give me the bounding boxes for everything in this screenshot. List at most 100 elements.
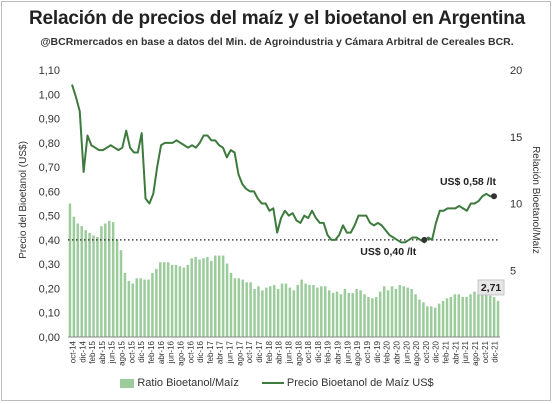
- bar: [320, 286, 323, 337]
- bar: [457, 294, 461, 337]
- bar: [465, 296, 468, 337]
- bar: [115, 239, 119, 337]
- bar: [327, 290, 331, 337]
- chart-subtitle: @BCRmercados en base a datos del Min. de…: [40, 36, 514, 48]
- bar: [473, 291, 476, 337]
- bar: [202, 258, 205, 337]
- bar: [206, 256, 209, 337]
- x-tick-label: feb-18: [265, 340, 274, 363]
- x-tick-label: jun-18: [284, 340, 293, 364]
- x-tick-label: ago-19: [353, 340, 362, 365]
- x-tick-label: feb-17: [206, 340, 215, 363]
- bar: [166, 262, 170, 337]
- bar: [461, 296, 464, 337]
- bar: [414, 294, 417, 337]
- bar: [335, 291, 339, 337]
- left-axis: 0,00 0,10 0,20 0,30 0,40 0,50 0,60 0,70 0,80 0,90…: [39, 65, 60, 344]
- x-tick-label: dic-15: [137, 340, 146, 362]
- x-tick-label: jun-15: [108, 340, 117, 364]
- bar: [276, 288, 280, 337]
- bar: [241, 279, 245, 337]
- x-tick-label: dic-14: [78, 340, 87, 362]
- bar: [481, 294, 484, 337]
- bar: [402, 286, 406, 337]
- x-tick-label: dic-16: [196, 340, 205, 362]
- bar: [312, 284, 315, 337]
- x-tick-label: ago-17: [235, 340, 244, 365]
- bar: [261, 290, 264, 337]
- x-tick-label: oct-17: [245, 340, 254, 363]
- annotation-ratio-box: [477, 279, 505, 296]
- last-point-marker: [491, 193, 497, 200]
- bar: [469, 294, 472, 337]
- bar: [100, 226, 103, 337]
- annotation-last-price: US$ 0,58 /lt: [440, 176, 497, 188]
- x-tick-label: abr-18: [275, 340, 284, 364]
- bar: [88, 232, 91, 337]
- y-tick-left: 0,00: [39, 332, 60, 344]
- annotation-min-price: US$ 0,40 /lt: [360, 246, 417, 258]
- y-tick-right: 10: [510, 199, 522, 211]
- bar: [485, 292, 488, 337]
- x-tick-label: dic-20: [432, 340, 441, 362]
- bar: [331, 292, 335, 337]
- bar: [155, 268, 158, 337]
- chart-title: Relación de precios del maíz y el bioeta…: [29, 8, 525, 29]
- bar: [194, 256, 197, 337]
- bar: [433, 307, 437, 337]
- x-tick-label: abr-21: [451, 340, 460, 364]
- x-tick-label: oct-19: [363, 340, 372, 363]
- bar: [72, 216, 76, 337]
- bar: [343, 288, 347, 337]
- bar: [351, 292, 354, 337]
- bar: [355, 288, 358, 337]
- x-tick-label: jun-21: [461, 340, 470, 364]
- series-line-price: [71, 84, 494, 244]
- legend-item-price: Precio Bioetanol de Maíz US$: [261, 377, 434, 389]
- x-tick-label: oct-21: [481, 340, 490, 363]
- x-tick-label: ago-16: [176, 340, 185, 365]
- bar: [198, 259, 201, 337]
- bar: [159, 262, 162, 337]
- min-point-marker: [421, 236, 428, 243]
- y-tick-left: 0,70: [39, 162, 60, 174]
- bar: [151, 272, 154, 337]
- bar: [139, 278, 142, 337]
- bar: [339, 294, 343, 337]
- y-tick-left: 0,40: [39, 235, 60, 247]
- bar: [229, 272, 233, 337]
- x-tick-label: oct-15: [127, 340, 136, 363]
- bar: [422, 302, 425, 337]
- x-tick-label: dic-17: [255, 340, 264, 362]
- bar: [386, 290, 390, 337]
- bar: [131, 283, 135, 337]
- bar: [300, 279, 303, 337]
- x-tick-label: abr-15: [98, 340, 107, 364]
- bar: [410, 288, 413, 337]
- bar: [135, 278, 138, 337]
- bar: [92, 235, 95, 337]
- x-tick-label: abr-16: [157, 340, 166, 364]
- bar: [237, 278, 241, 337]
- bar: [323, 286, 327, 337]
- x-tick-label: jun-20: [402, 340, 411, 364]
- y-tick-right: 5: [510, 265, 516, 277]
- bar: [80, 226, 83, 337]
- y-axis-label-right: Relación Bioetanol/Maíz: [530, 146, 541, 254]
- line-layer: [71, 84, 497, 244]
- x-tick-label: feb-19: [324, 340, 333, 363]
- y-tick-left: 0,30: [39, 259, 60, 271]
- bar: [127, 280, 131, 337]
- x-tick-label: feb-16: [147, 340, 156, 363]
- bar: [174, 264, 178, 337]
- bar: [162, 262, 166, 337]
- x-tick-label: jun-19: [343, 340, 352, 364]
- annotation-last-ratio: 2,71: [481, 282, 502, 294]
- x-tick-label: ago-15: [118, 340, 127, 365]
- bar: [249, 282, 252, 337]
- bar: [143, 279, 146, 337]
- bar: [445, 298, 449, 337]
- y-tick-left: 0,50: [39, 211, 60, 223]
